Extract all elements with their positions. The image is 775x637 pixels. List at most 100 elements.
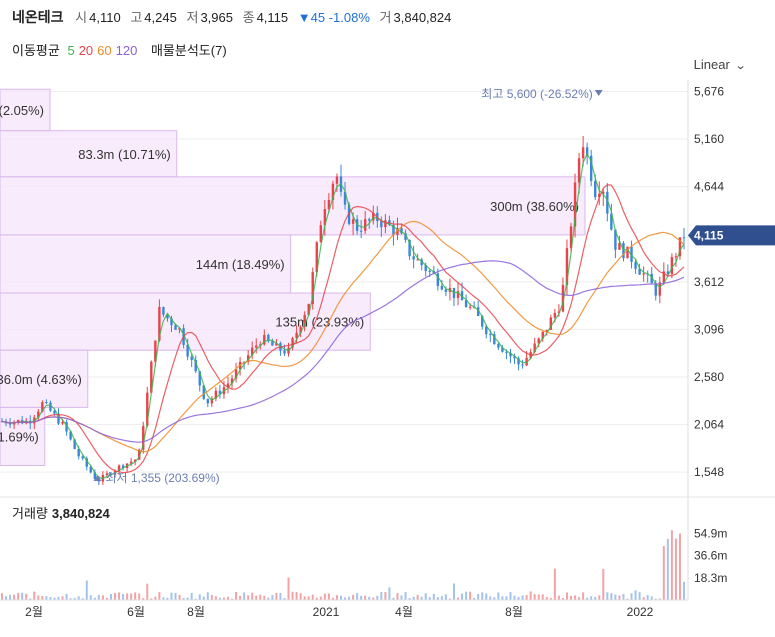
moving-average-legend[interactable]: 이동평균 5 20 60 120 매물분석도(7) [12, 40, 231, 59]
volume-bar [134, 592, 137, 600]
volume-bar [638, 592, 641, 600]
low-annotation: 최저 1,355 (203.69%) [105, 471, 219, 485]
volume-bar [444, 594, 447, 600]
volume-bar [654, 598, 657, 600]
candle-body [456, 291, 460, 299]
volume-bar [412, 596, 415, 600]
volume-profile-label: 13.1m (1.69%) [0, 429, 39, 444]
volume-panel-value: 3,840,824 [51, 506, 110, 521]
volume-profile-bar [0, 88, 51, 132]
volume-profile-label: 16.0m (2.05%) [0, 103, 44, 118]
candle-body [263, 334, 266, 345]
volume-bar [570, 596, 573, 600]
volume-bar [517, 596, 520, 600]
volume-bar [477, 593, 480, 600]
scale-dropdown[interactable]: Linear ⌄ [693, 57, 747, 72]
volume-bar [452, 583, 455, 600]
volume-bar [590, 596, 593, 600]
volume-profile-toggle[interactable]: 매물분석도(7) [150, 43, 227, 58]
candle-body [400, 228, 403, 234]
candle-body [666, 271, 670, 275]
volume-bar [49, 597, 52, 600]
ma-60[interactable]: 60 [97, 43, 112, 58]
volume-bar [138, 593, 141, 600]
candle-body [299, 326, 302, 333]
candle-body [517, 358, 520, 365]
volume-bar [436, 597, 439, 600]
volume-bar [428, 597, 431, 600]
candle-body [170, 318, 173, 326]
x-tick-label: 2021 [313, 605, 340, 619]
candle-body [315, 242, 318, 273]
volume-bar [457, 597, 460, 600]
volume-tick-label: 54.9m [694, 527, 727, 541]
moving-average-label: 이동평균 [12, 43, 60, 58]
volume-bar [77, 596, 80, 600]
volume-bar [529, 591, 532, 600]
volume-bar [73, 598, 76, 600]
candle-body [533, 343, 536, 352]
volume-bar [61, 596, 64, 600]
candle-body [81, 456, 84, 459]
candle-body [493, 334, 496, 345]
candle-body [323, 209, 327, 226]
price-tick-label: 2,580 [694, 370, 724, 384]
ma-20[interactable]: 20 [78, 43, 94, 58]
candle-body [194, 359, 197, 372]
volume-bar [231, 598, 234, 600]
candle-body [343, 191, 347, 205]
volume-bar [109, 594, 112, 600]
candle-body [678, 237, 682, 257]
volume-profile-bar [0, 292, 371, 351]
candle-body [166, 314, 169, 319]
candle-body [8, 423, 12, 425]
volume-bar [247, 595, 250, 600]
candle-body [650, 273, 653, 284]
volume-bar [25, 593, 28, 600]
volume-bar [650, 596, 653, 600]
volume-bar [158, 592, 161, 600]
candle-body [129, 461, 133, 464]
high-marker-icon [594, 90, 603, 96]
candle-body [105, 473, 109, 475]
candle-body [557, 311, 561, 313]
candle-body [93, 472, 97, 480]
candle-body [505, 351, 508, 353]
candle-body [501, 347, 504, 352]
volume-bar [356, 593, 359, 600]
candle-body [464, 300, 468, 308]
candle-body [561, 284, 565, 312]
candle-body [509, 352, 512, 357]
moving-average-line-60 [1, 220, 685, 453]
ma-5[interactable]: 5 [67, 43, 75, 58]
volume-bar [295, 592, 298, 600]
scale-mode: Linear [693, 57, 730, 72]
candle-body [186, 344, 189, 357]
volume-bar [21, 592, 24, 600]
candle-body [598, 193, 601, 198]
volume-bar [5, 596, 8, 600]
ma-120[interactable]: 120 [115, 43, 138, 58]
candle-body [476, 307, 480, 316]
open-value: 4,110 [89, 10, 121, 25]
candle-body [638, 268, 641, 275]
high-label: 고 [130, 10, 143, 25]
volume-bar [614, 594, 617, 600]
candle-body [162, 307, 165, 315]
volume-bar [642, 597, 645, 600]
volume-bar [331, 597, 334, 600]
candle-body [154, 340, 157, 362]
candle-body [178, 328, 181, 330]
volume-bar [533, 594, 536, 600]
volume-bar [598, 595, 601, 600]
candle-body [85, 458, 88, 467]
volume-bar [481, 592, 484, 600]
candle-body [682, 237, 686, 239]
candle-body [481, 315, 484, 327]
volume-bar [521, 595, 524, 600]
volume-bar [65, 593, 68, 600]
volume-bar [311, 594, 314, 600]
volume-bar [323, 593, 326, 600]
close-label: 종 [242, 10, 255, 25]
